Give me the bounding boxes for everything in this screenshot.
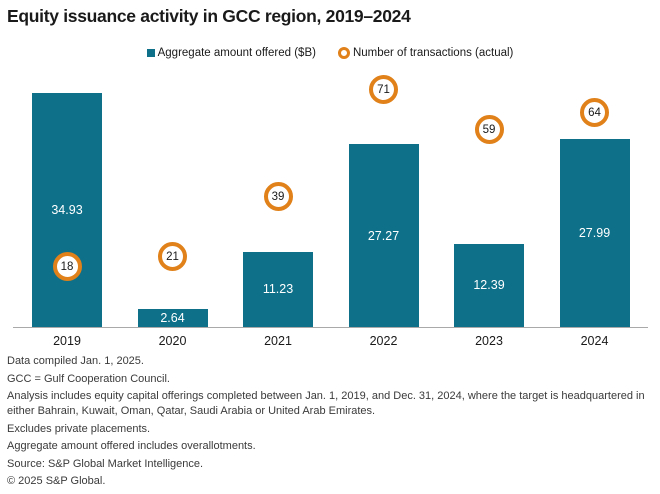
transactions-marker-2019: 18 [52,252,82,282]
footnote-line: Analysis includes equity capital offerin… [7,390,645,417]
x-axis-label-2022: 2022 [369,334,398,348]
footnote-line: © 2025 S&P Global. [7,475,106,487]
bar-value-label-2022: 27.27 [367,228,400,243]
transactions-marker-2021: 39 [263,182,293,212]
x-axis-label-2024: 2024 [580,334,609,348]
bar-value-label-2023: 12.39 [473,278,505,293]
bar-2024 [559,139,630,327]
legend-label-aggregate-amount: Aggregate amount offered ($B) [157,47,316,59]
transactions-marker-2023: 59 [474,115,504,145]
bar-value-label-2021: 11.23 [262,282,294,297]
bar-value-label-2024: 27.99 [578,226,611,241]
x-axis-label-2020: 2020 [158,334,187,348]
transactions-marker-2024: 64 [580,98,609,128]
legend-item-transactions: Number of transactions (actual) [337,47,514,59]
chart-legend: Aggregate amount offered ($B) Number of … [0,47,660,59]
footnote-line: Aggregate amount offered includes overal… [7,440,256,452]
bar-2021 [243,251,313,327]
legend-item-aggregate-amount: Aggregate amount offered ($B) [146,47,316,59]
transactions-marker-2022: 71 [369,75,398,104]
bar-value-label-2019: 34.93 [51,202,83,217]
footnote-line: Excludes private placements. [7,422,151,435]
bar-value-label-2020: 2.64 [160,311,185,326]
bar-2022 [348,144,419,327]
bar-series-swatch-icon [146,49,155,57]
footnotes: Data compiled Jan. 1, 2025. GCC = Gulf Co… [7,354,654,492]
bar-2023 [454,243,524,327]
x-axis-label-2021: 2021 [264,334,292,348]
x-axis-line [13,327,648,328]
footnote-line: GCC = Gulf Cooperation Council. [7,372,170,385]
x-axis-label-2019: 2019 [53,334,81,348]
footnote-line: Data compiled Jan. 1, 2025. [7,355,144,367]
transactions-marker-2020: 21 [158,242,187,272]
bar-2020 [137,309,208,327]
bar-2019 [32,92,102,327]
x-axis-label-2023: 2023 [475,334,503,348]
chart-title: Equity issuance activity in GCC region, … [7,6,411,26]
footnote-line: Source: S&P Global Market Intelligence. [7,457,204,470]
legend-label-transactions: Number of transactions (actual) [352,47,514,59]
transactions-ring-icon [337,47,350,59]
